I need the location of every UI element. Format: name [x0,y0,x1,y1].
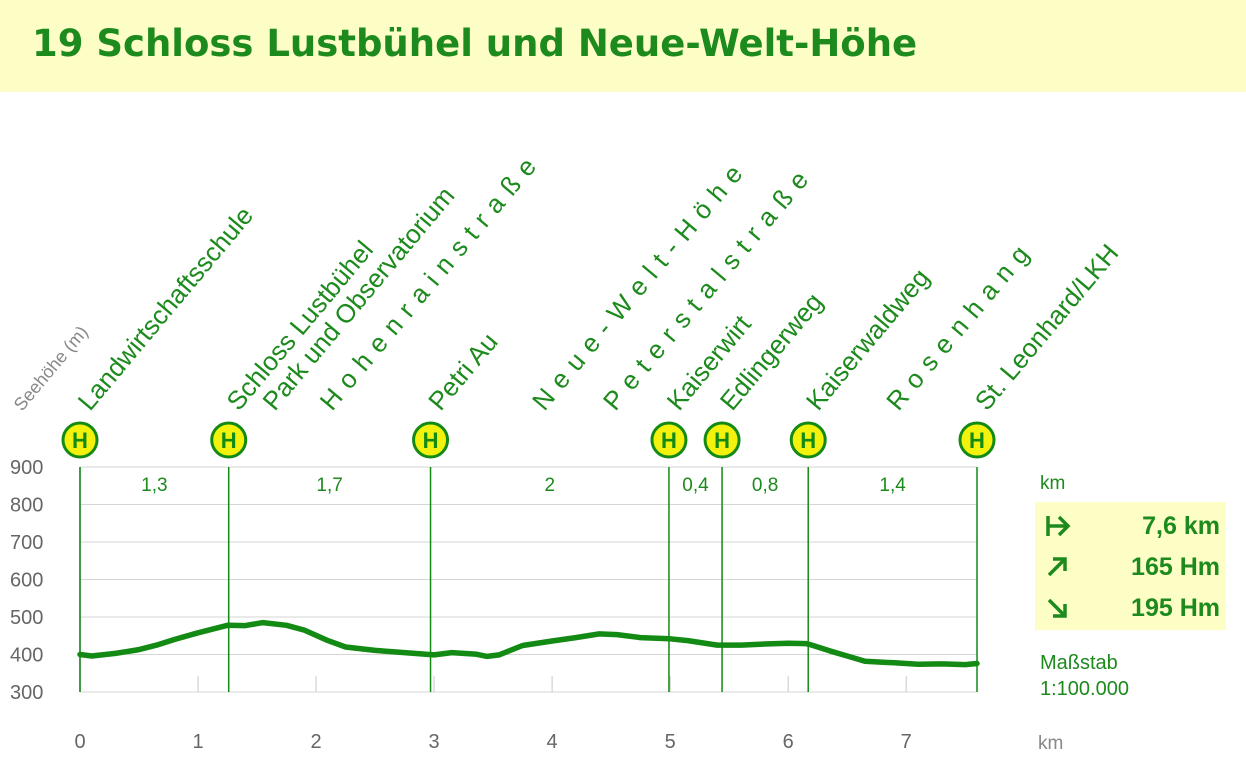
x-tick-label: 7 [901,731,912,753]
bus-stop-icon [650,421,688,459]
summary-ascent-row: 165 Hm [1035,547,1226,587]
summary-descent-row: 195 Hm [1035,588,1226,628]
y-tick-label: 800 [10,495,43,517]
bus-stop-icon-letter: H [423,428,439,453]
y-tick-label: 900 [10,457,43,479]
title-banner: 19 Schloss Lustbühel und Neue-Welt-Höhe [0,0,1246,92]
bus-stop-icon [703,421,741,459]
x-tick-label: 4 [547,731,558,753]
bus-stop-icon-letter: H [661,428,677,453]
segment-distance-label: 0,8 [752,475,778,496]
total-descent: 195 Hm [1131,594,1220,622]
y-tick-label: 700 [10,532,43,554]
route-summary-box: 7,6 km 165 Hm 195 Hm [1035,502,1226,630]
x-tick-label: 3 [429,731,440,753]
x-tick-label: 5 [665,731,676,753]
segment-distance-label: 0,4 [682,475,709,496]
x-tick-label: 0 [74,731,85,753]
stop-name-label: Rosenhang [880,233,1041,416]
y-tick-label: 500 [10,607,43,629]
bus-stop-icon [61,421,99,459]
bus-stop-icon [210,421,248,459]
stop-name-label: Petri Au [422,327,504,416]
arrow-down-right-icon [1047,598,1067,618]
bus-stop-icon [789,421,827,459]
arrow-up-right-icon [1047,557,1067,577]
total-distance: 7,6 km [1142,512,1220,540]
bus-stop-icon [412,421,450,459]
segment-distance-label: 1,4 [879,475,906,496]
segment-distance-label: 2 [544,475,555,496]
y-tick-label: 300 [10,682,43,704]
bus-stop-icon-letter: H [800,428,816,453]
total-ascent: 165 Hm [1131,553,1220,581]
scale-label: Maßstab [1040,652,1118,674]
segment-distance-label: 1,3 [141,475,167,496]
arrow-right-icon [1046,515,1071,537]
bus-stop-icon [958,421,996,459]
scale-value: 1:100.000 [1040,678,1129,700]
segment-distance-label: 1,7 [316,475,342,496]
bus-stop-icon-letter: H [221,428,237,453]
page-title: 19 Schloss Lustbühel und Neue-Welt-Höhe [32,22,918,65]
bus-stop-icon-letter: H [714,428,730,453]
bus-stop-icon-letter: H [969,428,985,453]
x-tick-label: 2 [310,731,321,753]
summary-unit-label: km [1040,473,1066,494]
bus-stop-icon-letter: H [72,428,88,453]
x-tick-label: 1 [192,731,203,753]
y-tick-label: 600 [10,570,43,592]
summary-distance-row: 7,6 km [1035,506,1226,546]
elevation-profile-line [77,619,980,668]
x-tick-label: 6 [783,731,794,753]
x-axis-unit: km [1038,733,1064,754]
y-tick-label: 400 [10,645,43,667]
map-scale: Maßstab 1:100.000 [1040,650,1129,702]
